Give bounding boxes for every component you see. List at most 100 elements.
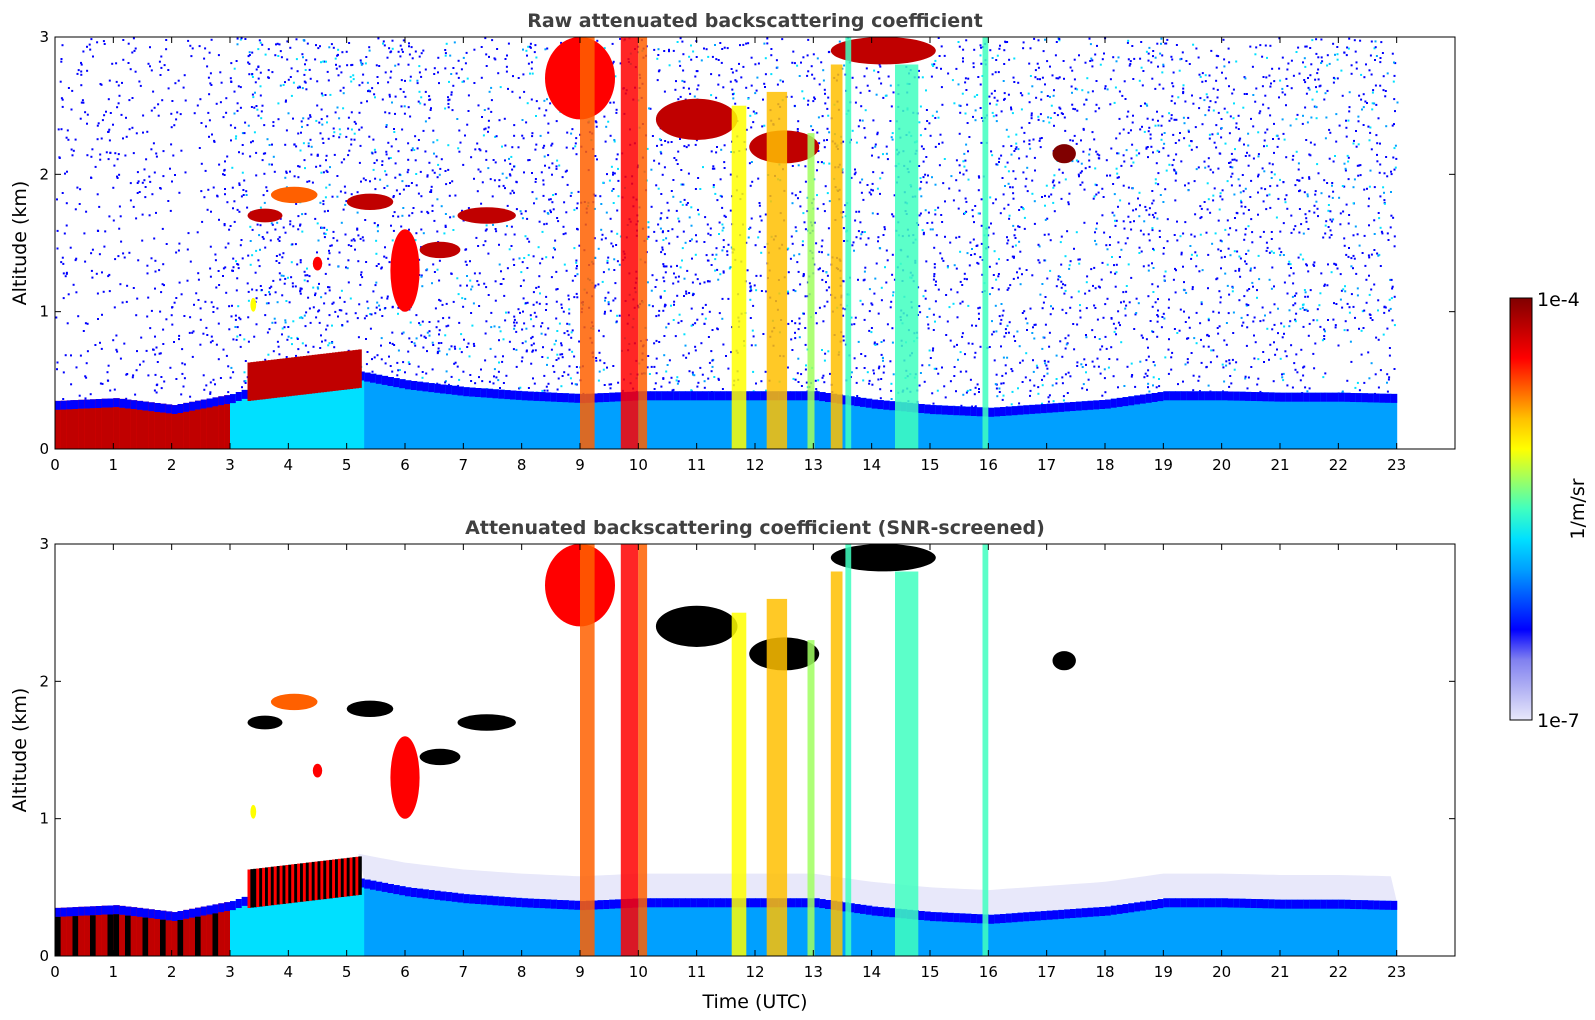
noise-pixel — [333, 346, 336, 349]
noise-pixel — [239, 38, 242, 41]
noise-pixel — [812, 53, 815, 56]
noise-pixel — [414, 50, 417, 53]
noise-pixel — [872, 189, 874, 192]
noise-pixel — [262, 194, 265, 197]
noise-pixel — [938, 164, 941, 167]
noise-pixel — [402, 188, 405, 191]
noise-pixel — [1303, 308, 1306, 311]
noise-pixel — [1069, 139, 1072, 142]
noise-pixel — [814, 379, 817, 382]
noise-pixel — [718, 221, 721, 224]
noise-pixel — [844, 204, 847, 207]
noise-pixel — [284, 143, 287, 146]
noise-pixel — [1091, 59, 1094, 62]
noise-pixel — [369, 180, 371, 183]
noise-pixel — [971, 215, 974, 218]
noise-pixel — [415, 373, 418, 376]
noise-pixel — [1096, 153, 1099, 156]
noise-pixel — [1262, 319, 1265, 322]
noise-pixel — [338, 251, 341, 254]
noise-pixel — [233, 220, 236, 223]
noise-pixel — [481, 116, 483, 118]
noise-pixel — [953, 366, 956, 368]
noise-pixel — [958, 104, 961, 107]
noise-pixel — [1028, 143, 1031, 146]
noise-pixel — [502, 184, 505, 187]
noise-pixel — [687, 144, 690, 147]
noise-pixel — [1127, 215, 1130, 218]
noise-pixel — [700, 342, 703, 345]
noise-pixel — [958, 132, 961, 135]
noise-pixel — [556, 388, 559, 391]
noise-pixel — [523, 322, 526, 325]
noise-pixel — [1272, 138, 1274, 140]
noise-pixel — [672, 282, 675, 285]
noise-pixel — [1124, 98, 1127, 100]
noise-pixel — [257, 114, 260, 117]
noise-pixel — [766, 42, 769, 45]
noise-pixel — [1179, 308, 1182, 311]
noise-pixel — [964, 81, 967, 84]
noise-pixel — [1115, 167, 1118, 170]
noise-pixel — [356, 317, 359, 320]
noise-pixel — [818, 142, 821, 145]
noise-pixel — [829, 372, 831, 375]
noise-pixel — [1244, 205, 1247, 208]
noise-pixel — [1128, 301, 1131, 304]
noise-pixel — [259, 248, 261, 251]
noise-pixel — [277, 345, 280, 348]
noise-pixel — [823, 359, 826, 362]
noise-pixel — [457, 76, 460, 79]
noise-pixel — [681, 203, 684, 206]
noise-pixel — [864, 109, 867, 112]
noise-pixel — [545, 309, 547, 311]
noise-pixel — [232, 257, 235, 260]
noise-pixel — [956, 316, 959, 319]
noise-pixel — [1010, 145, 1013, 147]
noise-pixel — [513, 191, 515, 194]
noise-pixel — [240, 37, 243, 40]
noise-pixel — [1352, 202, 1355, 205]
noise-pixel — [1183, 137, 1186, 140]
noise-pixel — [1054, 54, 1057, 57]
noise-pixel — [550, 211, 552, 214]
noise-pixel — [1393, 368, 1396, 370]
noise-pixel — [1369, 126, 1372, 129]
noise-pixel — [257, 77, 260, 80]
noise-pixel — [946, 265, 949, 268]
noise-pixel — [531, 72, 534, 75]
noise-pixel — [1154, 87, 1157, 90]
noise-pixel — [1261, 306, 1264, 309]
noise-pixel — [764, 213, 767, 216]
noise-pixel — [1199, 205, 1202, 208]
noise-pixel — [528, 240, 531, 243]
noise-pixel — [806, 210, 809, 213]
noise-pixel — [697, 177, 700, 179]
noise-pixel — [718, 233, 720, 235]
noise-pixel — [1163, 275, 1166, 278]
noise-pixel — [1116, 152, 1119, 155]
noise-pixel — [1094, 287, 1097, 290]
noise-pixel — [308, 307, 311, 310]
noise-pixel — [1198, 375, 1201, 378]
noise-pixel — [1314, 105, 1317, 108]
noise-pixel — [1134, 385, 1137, 388]
noise-pixel — [1151, 202, 1154, 205]
noise-pixel — [1327, 209, 1330, 212]
noise-pixel — [574, 145, 577, 148]
noise-pixel — [1186, 358, 1189, 361]
noise-pixel — [1302, 61, 1304, 64]
noise-pixel — [944, 396, 947, 399]
noise-pixel — [1375, 134, 1378, 137]
noise-pixel — [886, 323, 889, 326]
noise-pixel — [545, 256, 548, 259]
noise-pixel — [742, 65, 745, 68]
noise-pixel — [1196, 254, 1198, 257]
noise-pixel — [1101, 214, 1104, 217]
noise-pixel — [331, 341, 334, 344]
noise-pixel — [1356, 294, 1359, 297]
noise-pixel — [1038, 245, 1041, 248]
noise-pixel — [247, 61, 250, 64]
noise-pixel — [871, 154, 873, 157]
noise-pixel — [1302, 232, 1305, 235]
